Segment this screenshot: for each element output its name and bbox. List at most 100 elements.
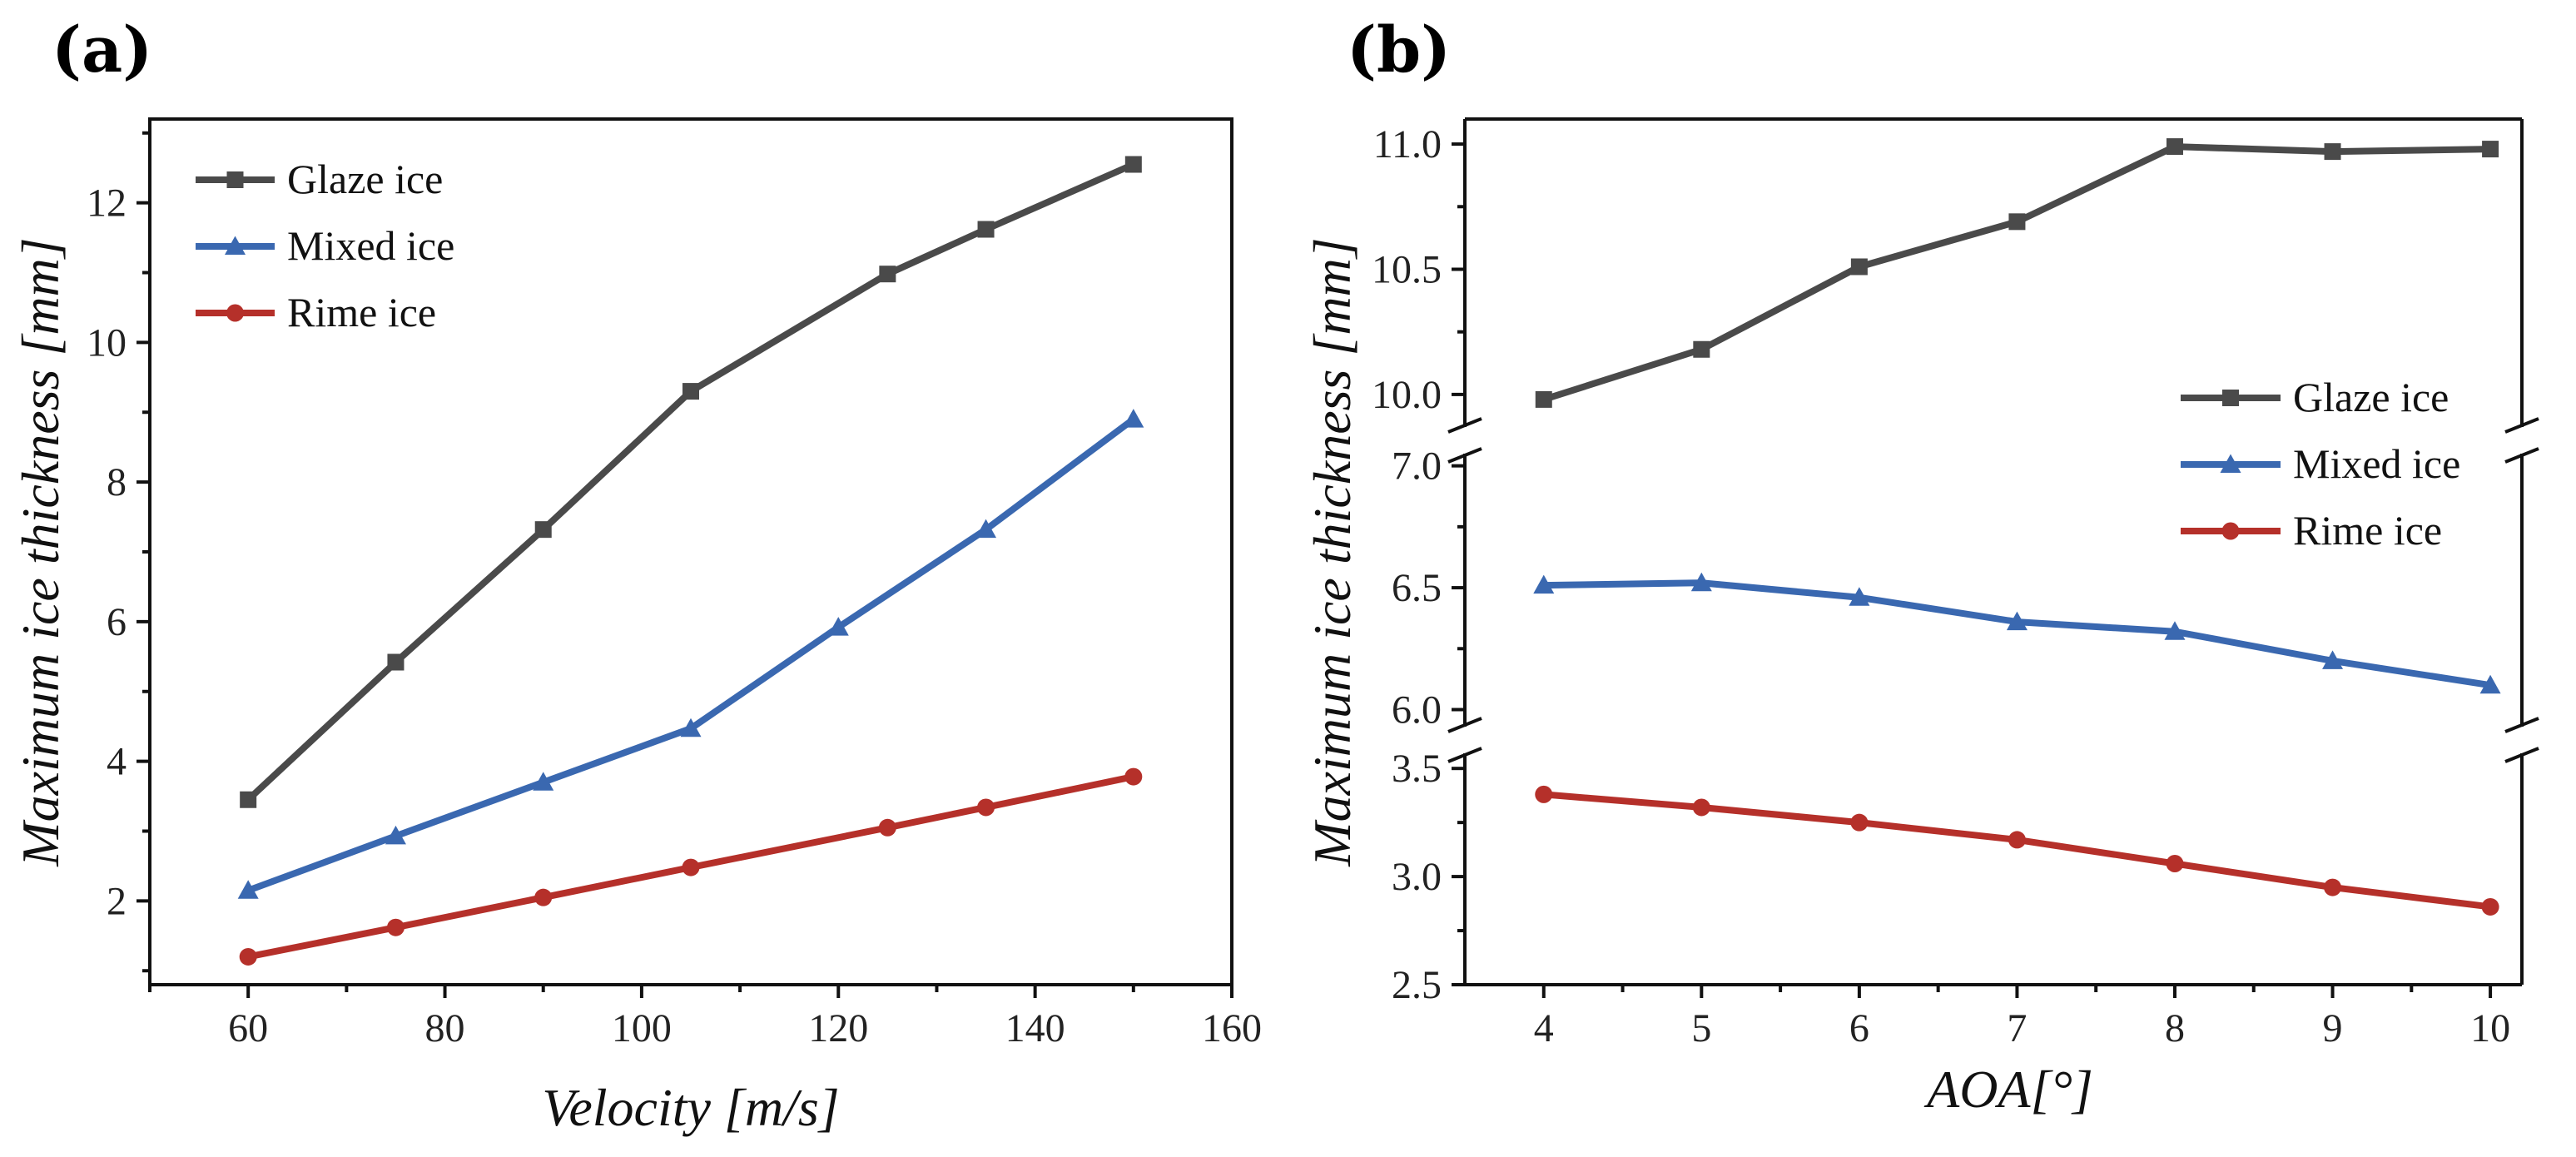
data-point-b-glaze-ice <box>2482 141 2499 158</box>
y-tick-label-a: 6 <box>107 600 127 644</box>
x-tick-label-b: 8 <box>2165 1006 2185 1050</box>
y-tick-label-a: 4 <box>107 740 127 784</box>
data-point-a-glaze-ice <box>682 383 699 400</box>
legend-label-a-mixed-ice: Mixed ice <box>287 222 454 269</box>
data-point-b-mixed-ice <box>1690 572 1712 592</box>
data-point-a-rime-ice <box>1124 767 1143 786</box>
x-tick-label-a: 60 <box>228 1006 268 1050</box>
y-tick-label-b: 10.0 <box>1372 373 1442 417</box>
y-tick-label-a: 2 <box>107 879 127 923</box>
data-point-b-mixed-ice <box>1533 574 1555 594</box>
axis-break-mark-b <box>2504 717 2539 733</box>
axis-break-mark-b <box>1447 417 1482 434</box>
y-tick-label-b: 3.0 <box>1392 855 1442 899</box>
x-tick-label-b: 5 <box>1691 1006 1711 1050</box>
data-point-b-glaze-ice <box>2166 138 2183 156</box>
legend-marker-b-mixed-ice <box>2220 454 2241 473</box>
data-point-b-mixed-ice <box>2006 611 2028 631</box>
data-point-a-mixed-ice <box>385 825 406 845</box>
data-point-b-rime-ice <box>1535 785 1553 803</box>
x-axis-title-a: Velocity [m/s] <box>542 1078 839 1137</box>
series-group-b <box>1533 138 2501 916</box>
axis-ticks-b: 4 5 6 7 8 9 10 2.5 3.0 3.5 6.0 6.5 7.0 10.0 10.5 11.0 <box>1372 122 2510 1050</box>
data-point-a-mixed-ice <box>533 772 554 791</box>
data-point-b-glaze-ice <box>2008 213 2026 231</box>
data-point-a-glaze-ice <box>387 653 405 671</box>
legend-a: Glaze ice Mixed ice Rime ice <box>196 156 454 335</box>
data-point-b-glaze-ice <box>2324 143 2341 161</box>
data-point-b-mixed-ice <box>2164 621 2186 640</box>
data-point-a-rime-ice <box>878 818 896 837</box>
data-point-b-glaze-ice <box>1693 340 1710 358</box>
data-point-a-glaze-ice <box>977 221 995 238</box>
x-tick-label-a: 100 <box>612 1006 672 1050</box>
x-tick-label-b: 10 <box>2470 1006 2510 1050</box>
y-tick-label-b: 6.5 <box>1392 566 1442 610</box>
series-line-b-glaze-ice <box>1542 143 2491 403</box>
y-tick-label-b: 2.5 <box>1392 963 1442 1007</box>
data-point-b-glaze-ice <box>1850 258 1868 276</box>
chart-panel-b: (b) 4 5 6 7 8 9 10 2.5 3.0 3.5 6.0 6.5 7.0 10.0 10.5 11… <box>1303 12 2539 1119</box>
y-axis-title-a: Maximum ice thickness [mm] <box>11 237 70 867</box>
series-group-a <box>237 156 1144 966</box>
y-tick-label-a: 12 <box>87 181 127 226</box>
data-point-b-mixed-ice <box>2479 674 2501 694</box>
data-point-b-rime-ice <box>2166 855 2184 873</box>
x-tick-label-b: 9 <box>2323 1006 2343 1050</box>
legend-label-b-glaze-ice: Glaze ice <box>2293 374 2449 420</box>
axis-break-mark-b <box>2504 417 2539 434</box>
data-point-b-rime-ice <box>2481 897 2499 916</box>
data-point-a-mixed-ice <box>237 880 259 899</box>
data-point-b-rime-ice <box>1850 813 1869 832</box>
x-tick-label-a: 80 <box>425 1006 465 1050</box>
legend-label-b-rime-ice: Rime ice <box>2293 507 2442 554</box>
data-point-b-rime-ice <box>2008 831 2026 849</box>
axis-ticks-a: 60 80 100 120 140 160 2 4 6 8 10 12 <box>87 131 1262 1050</box>
data-point-b-mixed-ice <box>1849 587 1870 606</box>
x-tick-label-a: 120 <box>808 1006 868 1050</box>
axis-break-mark-b <box>1447 717 1482 733</box>
axis-break-mark-b <box>2504 447 2539 464</box>
x-axis-title-b: AOA[°] <box>1923 1060 2093 1119</box>
legend-marker-a-glaze-ice <box>226 171 244 188</box>
data-point-a-mixed-ice <box>827 617 849 636</box>
y-tick-label-b: 7.0 <box>1392 444 1442 489</box>
x-tick-label-b: 6 <box>1849 1006 1869 1050</box>
data-point-b-glaze-ice <box>1535 390 1552 408</box>
y-tick-label-a: 10 <box>87 320 127 365</box>
y-tick-label-b: 6.0 <box>1392 688 1442 732</box>
data-point-a-mixed-ice <box>975 519 997 539</box>
y-tick-label-b: 11.0 <box>1373 122 1442 166</box>
data-point-a-glaze-ice <box>1124 156 1142 173</box>
data-point-b-mixed-ice <box>2322 650 2344 669</box>
panel-label-a: (a) <box>52 12 152 87</box>
axis-break-mark-b <box>1447 747 1482 763</box>
chart-panel-a: (a) 60 80 100 120 140 160 2 4 6 8 10 12 Velocity [m… <box>11 12 1262 1137</box>
y-axis-title-b: Maximum ice thickness [mm] <box>1303 237 1362 867</box>
series-line-a-mixed-ice <box>246 416 1136 894</box>
data-point-a-mixed-ice <box>1123 409 1144 428</box>
data-point-a-glaze-ice <box>879 266 896 283</box>
legend-marker-a-rime-ice <box>226 304 244 322</box>
panel-label-b: (b) <box>1347 12 1451 87</box>
legend-marker-b-rime-ice <box>2221 522 2240 540</box>
data-point-a-rime-ice <box>534 888 553 906</box>
data-point-a-rime-ice <box>239 947 257 966</box>
x-tick-label-b: 7 <box>2007 1006 2027 1050</box>
axis-break-mark-b <box>1447 447 1482 464</box>
series-line-b-rime-ice <box>1543 791 2491 911</box>
data-point-b-rime-ice <box>2324 878 2342 896</box>
data-point-a-rime-ice <box>682 858 700 876</box>
plot-frame-b <box>1447 117 2539 986</box>
y-tick-label-b: 10.5 <box>1372 247 1442 291</box>
data-point-a-rime-ice <box>386 918 405 936</box>
data-point-a-rime-ice <box>977 798 995 817</box>
x-tick-label-a: 160 <box>1202 1006 1262 1050</box>
x-tick-label-a: 140 <box>1005 1006 1065 1050</box>
legend-marker-a-mixed-ice <box>225 236 246 255</box>
x-tick-label-b: 4 <box>1534 1006 1554 1050</box>
axis-break-mark-b <box>2504 747 2539 763</box>
data-point-a-glaze-ice <box>534 521 552 539</box>
y-tick-label-b: 3.5 <box>1392 747 1442 791</box>
